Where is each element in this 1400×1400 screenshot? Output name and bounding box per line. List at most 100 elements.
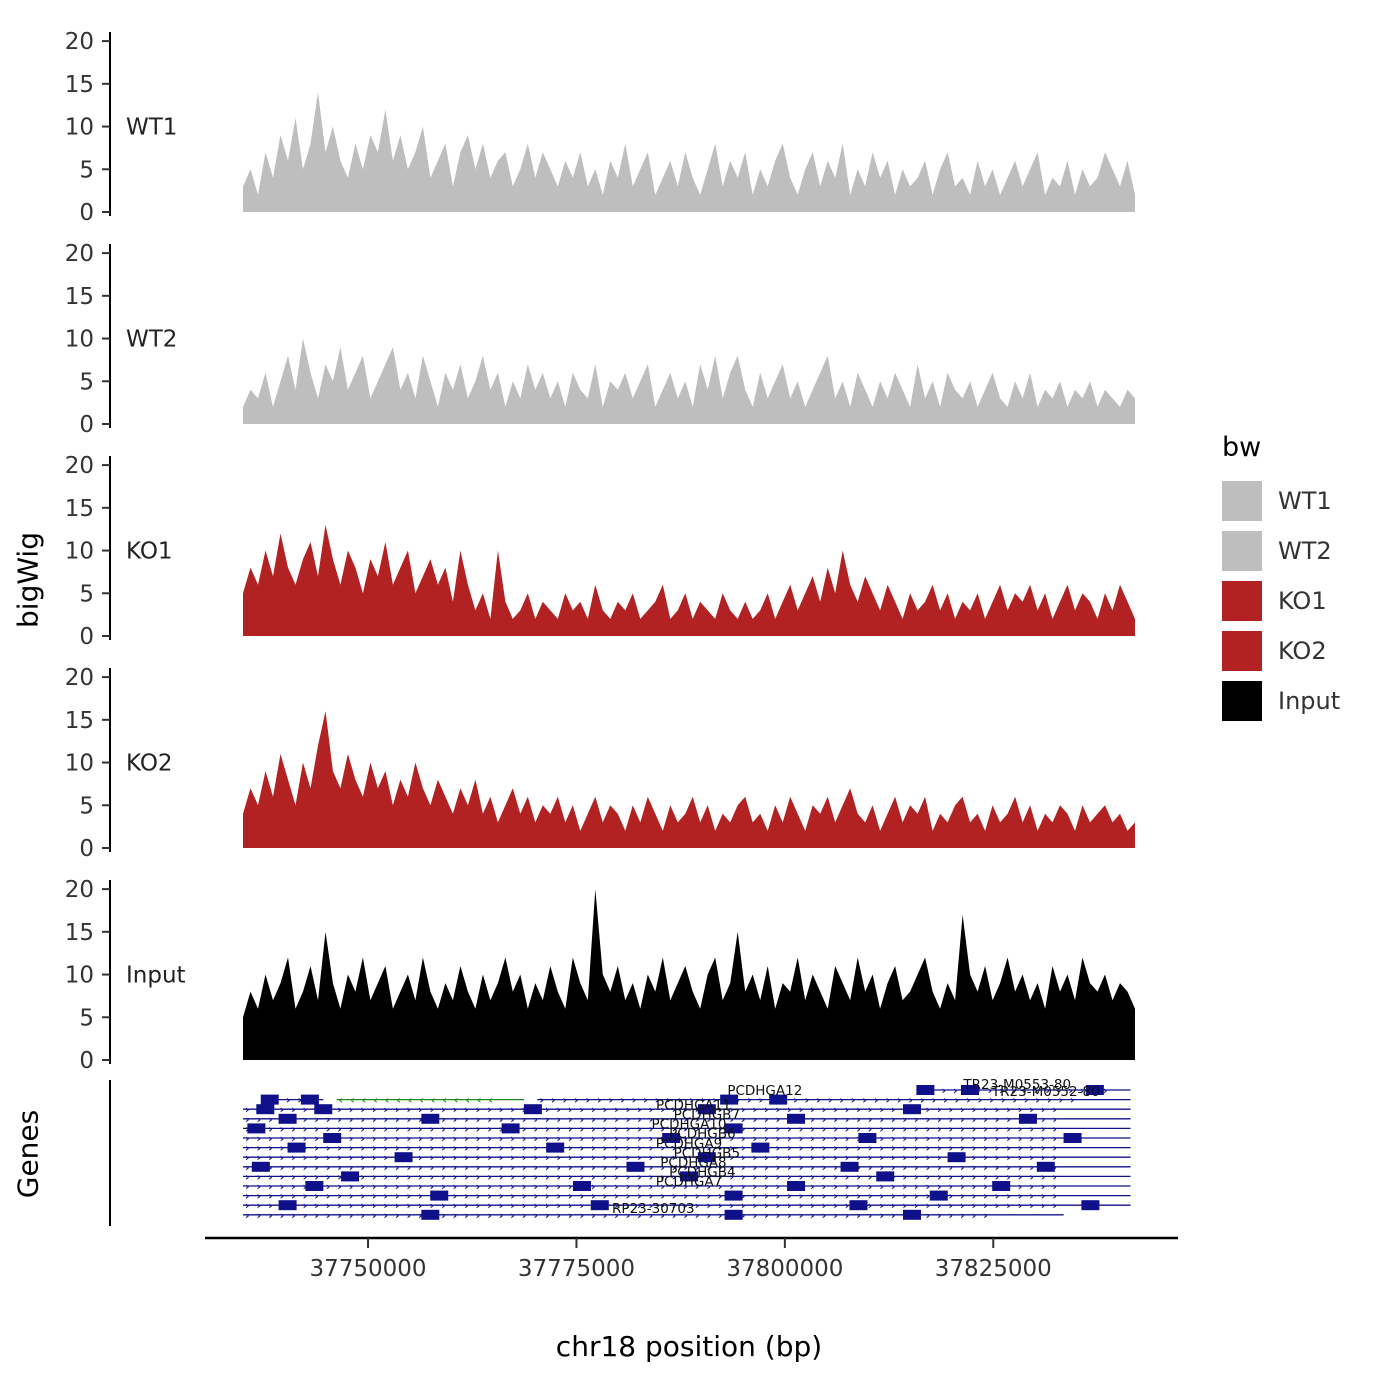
legend-label-ko2: KO2 <box>1278 637 1327 665</box>
gene-exon <box>769 1094 788 1105</box>
gene-exon <box>849 1200 868 1211</box>
y-tick-label: 0 <box>79 200 94 226</box>
gene-exon <box>1018 1113 1037 1124</box>
gene-exon <box>903 1209 921 1220</box>
gene-exon <box>903 1104 921 1115</box>
gene-label: PCDHGA7 <box>656 1174 722 1190</box>
legend-item-ko2: KO2 <box>1222 631 1340 671</box>
gene-exon <box>287 1142 306 1153</box>
gene-exon <box>697 1152 716 1163</box>
gene-exon <box>394 1152 413 1163</box>
gene-exon <box>1085 1085 1104 1095</box>
track-WT1: 0 5 10 15 20 WT1 <box>65 29 1135 226</box>
signal-WT1 <box>243 92 1135 212</box>
gene-exon <box>680 1171 698 1182</box>
gene-label: TR23-M0553-80 <box>962 1077 1071 1093</box>
gene-strand-arrows: ››››››››››››››››››››››››››››››››››››››››… <box>245 1122 1064 1135</box>
gene-label: PCDHGB7 <box>674 1107 740 1123</box>
gene-exon <box>947 1152 966 1163</box>
gene-exon <box>1036 1161 1055 1172</box>
gene-exon <box>590 1200 609 1211</box>
y-tick-label: 10 <box>65 115 94 141</box>
gene-label: PCDHGA9 <box>656 1136 722 1152</box>
gene-exon <box>1063 1133 1082 1143</box>
gene-exon <box>278 1113 297 1124</box>
y-tick-label: 20 <box>65 453 94 479</box>
gene-exon <box>960 1085 979 1095</box>
signal-Input <box>243 889 1135 1060</box>
y-tick-label: 5 <box>79 581 94 607</box>
gene-exon <box>929 1190 948 1201</box>
plot-area: 0 5 10 15 20 WT1 0 5 10 15 20 WT2 0 5 10 15 20 KO1 0 5 10 15 2… <box>0 14 1180 1329</box>
legend-swatch-ko1 <box>1222 581 1262 621</box>
legend-item-wt2: WT2 <box>1222 531 1340 571</box>
gene-exon <box>305 1181 324 1191</box>
genes-track: ››››››››››››››››››››› ‹‹‹‹‹‹‹‹‹‹‹‹‹‹ ›››››… <box>109 1077 1131 1226</box>
y-tick-label: 0 <box>79 836 94 862</box>
y-tick-label: 20 <box>65 877 94 903</box>
gene-exon <box>858 1133 877 1143</box>
track-KO2: 0 5 10 15 20 KO2 <box>65 665 1135 862</box>
x-axis-title: chr18 position (bp) <box>555 1330 823 1363</box>
legend-item-input: Input <box>1222 681 1340 721</box>
legend-item-ko1: KO1 <box>1222 581 1340 621</box>
gene-exon <box>260 1094 279 1105</box>
gene-exon <box>1081 1200 1100 1211</box>
gene-exon <box>523 1104 542 1115</box>
y-tick-label: 20 <box>65 665 94 691</box>
x-tick-label: 37750000 <box>310 1256 427 1282</box>
signal-KO1 <box>243 524 1135 636</box>
legend-label-ko1: KO1 <box>1278 587 1327 615</box>
gene-strand-arrows: ››››››››››››››››››››››››››››››››››››››››… <box>245 1170 1064 1183</box>
gene-label: TR23-M0552-80 <box>991 1084 1100 1100</box>
gene-label: RP23-30703 <box>612 1201 695 1217</box>
y-tick-label: 0 <box>79 624 94 650</box>
x-axis: 37750000 37775000 37800000 37825000 <box>205 1236 1178 1282</box>
legend-swatch-input <box>1222 681 1262 721</box>
legend-label-input: Input <box>1278 687 1341 715</box>
gene-exon <box>430 1190 449 1201</box>
signal-KO2 <box>243 711 1135 848</box>
y-tick-label: 20 <box>65 29 94 55</box>
gene-strand-arrows: ››››››››››››››››››››››››››››››››››››››››… <box>245 1151 1064 1164</box>
gene-exon <box>341 1171 360 1182</box>
x-tick-label: 37775000 <box>518 1256 635 1282</box>
y-tick-label: 5 <box>79 157 94 183</box>
gene-exon <box>323 1133 342 1143</box>
legend-label-wt2: WT2 <box>1278 537 1332 565</box>
gene-exon <box>992 1181 1011 1191</box>
signal-WT2 <box>243 338 1135 424</box>
gene-exon <box>724 1209 743 1220</box>
y-tick-label: 15 <box>65 920 94 946</box>
x-tick-label: 37800000 <box>726 1256 843 1282</box>
y-tick-label: 10 <box>65 539 94 565</box>
gene-label: PCDHGA12 <box>727 1083 802 1099</box>
gene-exon <box>916 1085 935 1095</box>
gene-exon <box>787 1113 806 1124</box>
legend-label-wt1: WT1 <box>1278 487 1332 515</box>
gene-exon <box>546 1142 565 1153</box>
y-tick-label: 15 <box>65 284 94 310</box>
legend-swatch-wt1 <box>1222 481 1262 521</box>
gene-exon <box>751 1142 770 1153</box>
gene-label: PCDHGB6 <box>669 1126 735 1142</box>
gene-exon <box>314 1104 333 1115</box>
legend-item-wt1: WT1 <box>1222 481 1340 521</box>
gene-exon <box>697 1104 716 1115</box>
y-tick-label: 10 <box>65 963 94 989</box>
gene-exon <box>300 1094 319 1105</box>
legend-swatch-wt2 <box>1222 531 1262 571</box>
y-tick-label: 10 <box>65 327 94 353</box>
gene-strand-arrows: ‹‹‹‹‹‹‹‹‹‹‹‹‹‹ <box>339 1094 500 1107</box>
gene-label: PCDHGB4 <box>669 1165 735 1181</box>
gene-exon <box>724 1190 743 1201</box>
gene-exon <box>278 1200 297 1211</box>
y-tick-label: 15 <box>65 72 94 98</box>
track-WT2: 0 5 10 15 20 WT2 <box>65 241 1135 438</box>
gene-exon <box>724 1123 743 1134</box>
gene-exon <box>787 1181 806 1191</box>
gene-exon <box>256 1104 275 1115</box>
y-tick-label: 5 <box>79 369 94 395</box>
y-tick-label: 0 <box>79 412 94 438</box>
